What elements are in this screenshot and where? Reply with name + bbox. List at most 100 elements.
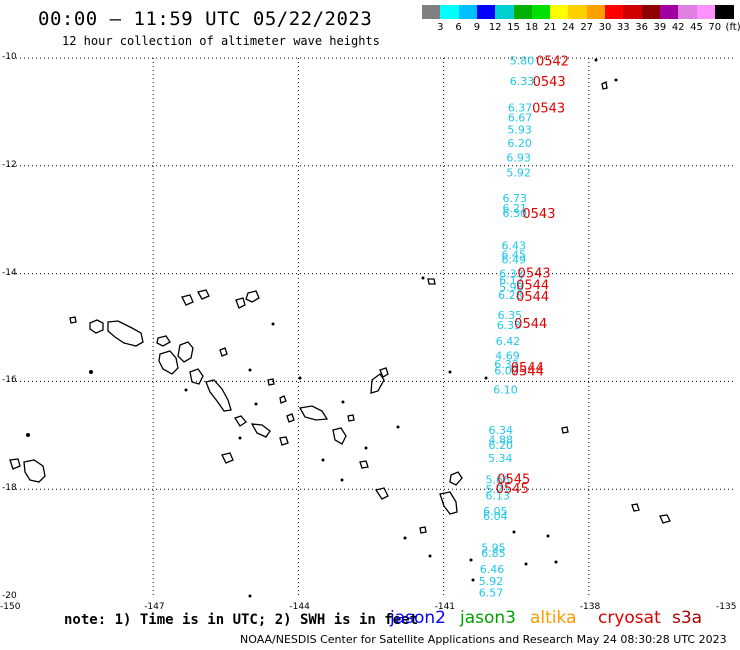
island-outline [181,294,194,306]
colorbar-label: 70 [708,22,722,33]
map-title: 00:00 — 11:59 UTC 05/22/2023 [38,8,373,30]
island-outline [298,405,329,421]
colorbar-swatch [586,5,606,19]
island-outline [245,290,260,303]
island-outline [23,459,46,483]
wave-height-value: 6.85 [481,547,506,560]
island-dot [421,276,425,280]
colorbar-swatch [678,5,697,19]
satellite-label-cryosat: cryosat [598,608,661,628]
colorbar-label: 3 [437,22,444,33]
island-dot [89,370,93,374]
island-outline [370,373,385,394]
colorbar-swatch [641,5,661,19]
island-outline [156,335,171,347]
island-dot [341,400,345,404]
wave-height-value: 5.21 [486,483,511,496]
island-outline [189,368,204,385]
island-dot [471,578,475,582]
colorbar-label: 39 [653,22,667,33]
pass-time-label: 0544 [516,278,549,293]
island-outline [449,471,463,486]
island-dot [614,78,618,82]
wave-height-value: 6.49 [502,254,527,267]
island-dot [321,458,325,462]
island-dot [448,370,452,374]
wave-height-values: 5.806.336.376.675.936.206.935.926.736.21… [479,55,534,600]
wave-height-value: 6.33 [499,268,524,281]
island-dot [298,376,302,380]
longitude-label: -147 [144,602,165,612]
wave-height-value: 6.93 [506,152,531,165]
island-outline [561,426,569,434]
island-outline [107,320,144,347]
latitude-label: -20 [2,591,17,601]
wave-height-value: 6.28 [498,289,523,302]
wave-height-value: 5.93 [507,124,532,137]
island-dot [248,368,252,372]
island-outline [219,347,228,357]
colorbar-swatch [550,5,569,19]
island-outline [89,319,104,334]
longitude-label: -150 [0,602,21,612]
island-outline [359,460,369,469]
wave-height-value: 6.20 [507,137,532,150]
colorbar-label: 30 [598,22,612,33]
longitude-label: -138 [579,602,601,612]
wave-height-value: 6.33 [510,75,535,88]
colorbar-swatch [495,5,514,19]
island-outline [631,503,640,512]
colorbar-swatch [714,5,734,19]
colorbar-label: 18 [525,22,539,33]
island-outline [69,316,77,324]
pass-time-label: 0545 [497,472,530,487]
colorbar-label: 15 [507,22,520,33]
colorbar-label: 21 [543,22,557,33]
island-outline [332,427,347,445]
wave-height-value: 4.88 [488,434,513,447]
colorbar-label: 6 [455,22,462,33]
island-outline [279,395,287,404]
latitude-label: -16 [2,375,17,386]
wave-height-value: 6.67 [508,111,533,124]
island-dot [524,562,528,566]
wave-height-value: 6.35 [498,309,523,322]
pass-time-label: 0544 [511,361,544,376]
colorbar-swatch [605,5,624,19]
wave-height-value: 4.69 [495,350,520,363]
satellite-label-jason3: jason3 [460,608,516,628]
colorbar-swatch [696,5,716,19]
island-outline [419,526,427,534]
wave-height-value: 6.34 [488,424,513,437]
island-outline [427,278,436,285]
colorbar-label: 33 [616,22,630,33]
wave-height-value: 5.98 [499,281,524,294]
island-dots [26,58,618,598]
pass-time-label: 0544 [516,290,549,305]
island-dot [484,376,488,380]
map-subtitle: 12 hour collection of altimeter wave hei… [62,34,380,48]
pass-time-label: 0542 [536,55,569,70]
island-outline [439,491,458,515]
wave-height-value: 5.80 [510,55,535,68]
wave-height-value: 6.57 [479,587,504,600]
island-dot [554,560,558,564]
island-dot [26,433,30,437]
island-outline [9,458,21,470]
island-outline [234,415,247,427]
wave-height-value: 5.34 [488,452,513,465]
lat-lon-gridlines [8,57,734,597]
pass-time-labels: 0542054305430543054305440544054405440544… [496,55,569,497]
longitude-label: -144 [289,602,310,612]
wave-height-value: 6.33 [497,319,522,332]
island-outline [177,341,194,363]
colorbar-swatch [659,5,679,19]
footer-credit: NOAA/NESDIS Center for Satellite Applica… [240,633,727,646]
colorbar-swatch [476,5,496,19]
colorbar-label: 36 [635,22,648,33]
wave-height-value: 6.42 [496,335,521,348]
colorbar-label: 24 [562,22,575,33]
island-outline [347,414,355,422]
wave-height-value: 6.30 [502,207,527,220]
colorbar-swatch [440,5,460,19]
